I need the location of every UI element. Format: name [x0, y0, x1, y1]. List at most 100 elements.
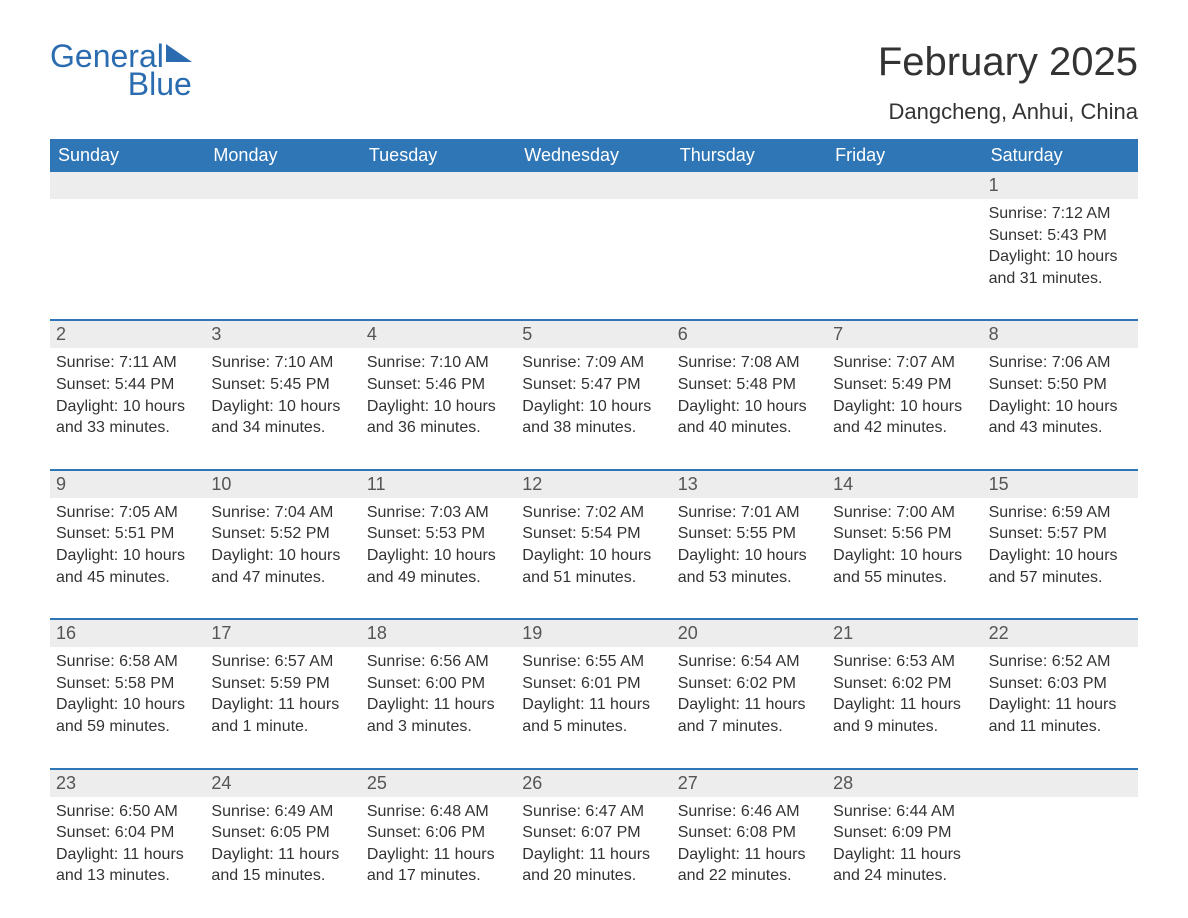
daylight2-text: and 5 minutes. [522, 716, 665, 738]
sunrise-text: Sunrise: 7:07 AM [833, 352, 976, 374]
daylight2-text: and 42 minutes. [833, 417, 976, 439]
sunrise-text: Sunrise: 7:10 AM [367, 352, 510, 374]
daynum-cell: 21 [827, 620, 982, 647]
sunset-text: Sunset: 5:52 PM [211, 523, 354, 545]
weekday-header: Sunday Monday Tuesday Wednesday Thursday… [50, 139, 1138, 172]
detail-cell: Sunrise: 6:52 AMSunset: 6:03 PMDaylight:… [983, 647, 1138, 767]
daylight1-text: Daylight: 11 hours [211, 694, 354, 716]
detail-cell [516, 199, 671, 319]
sunrise-text: Sunrise: 6:44 AM [833, 801, 976, 823]
sunset-text: Sunset: 6:02 PM [833, 673, 976, 695]
detail-cell: Sunrise: 7:10 AMSunset: 5:45 PMDaylight:… [205, 348, 360, 468]
daynum-cell: 26 [516, 770, 671, 797]
daylight2-text: and 34 minutes. [211, 417, 354, 439]
detail-cell: Sunrise: 6:53 AMSunset: 6:02 PMDaylight:… [827, 647, 982, 767]
daynum-cell [205, 172, 360, 199]
sunrise-text: Sunrise: 7:11 AM [56, 352, 199, 374]
sunset-text: Sunset: 5:59 PM [211, 673, 354, 695]
sunset-text: Sunset: 5:57 PM [989, 523, 1132, 545]
header: General Blue February 2025 Dangcheng, An… [50, 40, 1138, 133]
detail-cell: Sunrise: 7:00 AMSunset: 5:56 PMDaylight:… [827, 498, 982, 618]
detail-cell: Sunrise: 6:57 AMSunset: 5:59 PMDaylight:… [205, 647, 360, 767]
sunset-text: Sunset: 5:53 PM [367, 523, 510, 545]
daynum-cell: 8 [983, 321, 1138, 348]
sunset-text: Sunset: 6:02 PM [678, 673, 821, 695]
detail-cell: Sunrise: 6:59 AMSunset: 5:57 PMDaylight:… [983, 498, 1138, 618]
daynum-cell: 1 [983, 172, 1138, 199]
detail-cell: Sunrise: 7:03 AMSunset: 5:53 PMDaylight:… [361, 498, 516, 618]
daynum-row: 16171819202122 [50, 618, 1138, 647]
daylight2-text: and 40 minutes. [678, 417, 821, 439]
sunrise-text: Sunrise: 7:03 AM [367, 502, 510, 524]
daylight2-text: and 15 minutes. [211, 865, 354, 887]
daynum-cell: 27 [672, 770, 827, 797]
daynum-cell: 19 [516, 620, 671, 647]
daylight1-text: Daylight: 11 hours [678, 844, 821, 866]
sunset-text: Sunset: 5:49 PM [833, 374, 976, 396]
daylight1-text: Daylight: 11 hours [678, 694, 821, 716]
daylight1-text: Daylight: 11 hours [211, 844, 354, 866]
daynum-cell [50, 172, 205, 199]
daylight2-text: and 24 minutes. [833, 865, 976, 887]
daynum-cell: 14 [827, 471, 982, 498]
daynum-row: 9101112131415 [50, 469, 1138, 498]
sunset-text: Sunset: 5:45 PM [211, 374, 354, 396]
weekday-thu: Thursday [672, 139, 827, 172]
daylight2-text: and 45 minutes. [56, 567, 199, 589]
detail-cell [672, 199, 827, 319]
logo-text-block: General Blue [50, 40, 192, 100]
sunrise-text: Sunrise: 6:58 AM [56, 651, 199, 673]
sunrise-text: Sunrise: 6:47 AM [522, 801, 665, 823]
detail-row: Sunrise: 7:11 AMSunset: 5:44 PMDaylight:… [50, 348, 1138, 468]
weekday-mon: Monday [205, 139, 360, 172]
sunrise-text: Sunrise: 6:46 AM [678, 801, 821, 823]
daylight1-text: Daylight: 11 hours [833, 844, 976, 866]
detail-cell: Sunrise: 6:47 AMSunset: 6:07 PMDaylight:… [516, 797, 671, 917]
sunset-text: Sunset: 6:05 PM [211, 822, 354, 844]
daylight1-text: Daylight: 10 hours [522, 545, 665, 567]
daylight2-text: and 17 minutes. [367, 865, 510, 887]
daynum-cell: 22 [983, 620, 1138, 647]
daylight1-text: Daylight: 11 hours [833, 694, 976, 716]
daynum-row: 2345678 [50, 319, 1138, 348]
daynum-cell: 4 [361, 321, 516, 348]
detail-row: Sunrise: 7:12 AMSunset: 5:43 PMDaylight:… [50, 199, 1138, 319]
sunrise-text: Sunrise: 7:12 AM [989, 203, 1132, 225]
weeks-container: 1Sunrise: 7:12 AMSunset: 5:43 PMDaylight… [50, 172, 1138, 917]
daynum-cell: 7 [827, 321, 982, 348]
daynum-row: 232425262728 [50, 768, 1138, 797]
detail-cell: Sunrise: 7:08 AMSunset: 5:48 PMDaylight:… [672, 348, 827, 468]
daynum-cell [361, 172, 516, 199]
sunset-text: Sunset: 6:01 PM [522, 673, 665, 695]
sunrise-text: Sunrise: 7:02 AM [522, 502, 665, 524]
daynum-cell: 20 [672, 620, 827, 647]
detail-cell: Sunrise: 7:01 AMSunset: 5:55 PMDaylight:… [672, 498, 827, 618]
sunrise-text: Sunrise: 6:57 AM [211, 651, 354, 673]
daylight2-text: and 57 minutes. [989, 567, 1132, 589]
sunset-text: Sunset: 5:43 PM [989, 225, 1132, 247]
sunset-text: Sunset: 6:06 PM [367, 822, 510, 844]
daylight2-text: and 1 minute. [211, 716, 354, 738]
sunrise-text: Sunrise: 7:01 AM [678, 502, 821, 524]
sunrise-text: Sunrise: 7:04 AM [211, 502, 354, 524]
detail-cell: Sunrise: 6:50 AMSunset: 6:04 PMDaylight:… [50, 797, 205, 917]
daylight2-text: and 22 minutes. [678, 865, 821, 887]
detail-cell: Sunrise: 7:12 AMSunset: 5:43 PMDaylight:… [983, 199, 1138, 319]
daynum-cell: 10 [205, 471, 360, 498]
sunrise-text: Sunrise: 7:10 AM [211, 352, 354, 374]
weekday-tue: Tuesday [361, 139, 516, 172]
daylight2-text: and 11 minutes. [989, 716, 1132, 738]
daylight2-text: and 33 minutes. [56, 417, 199, 439]
sunrise-text: Sunrise: 7:06 AM [989, 352, 1132, 374]
daylight1-text: Daylight: 10 hours [211, 396, 354, 418]
sunrise-text: Sunrise: 6:54 AM [678, 651, 821, 673]
sunrise-text: Sunrise: 6:53 AM [833, 651, 976, 673]
daylight1-text: Daylight: 10 hours [678, 545, 821, 567]
sunset-text: Sunset: 6:03 PM [989, 673, 1132, 695]
daynum-cell [672, 172, 827, 199]
daylight2-text: and 55 minutes. [833, 567, 976, 589]
daylight1-text: Daylight: 10 hours [56, 545, 199, 567]
daynum-cell: 2 [50, 321, 205, 348]
sunset-text: Sunset: 5:55 PM [678, 523, 821, 545]
logo: General Blue [50, 40, 192, 100]
